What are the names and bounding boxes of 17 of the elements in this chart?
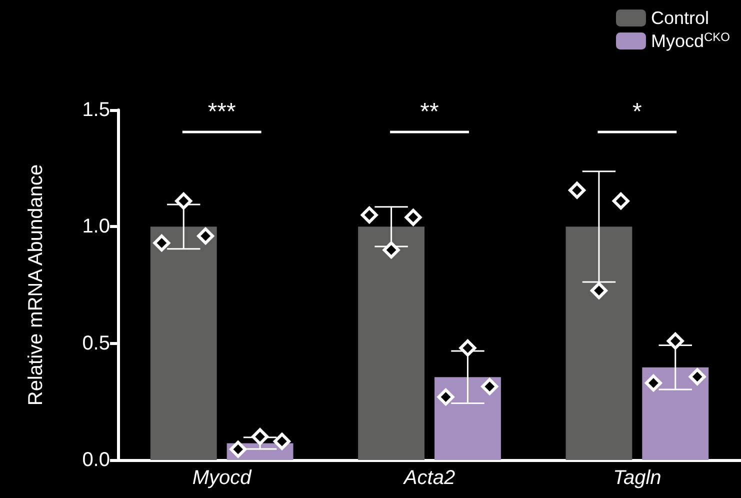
bar (642, 367, 709, 460)
y-tick-label: 0.0 (82, 449, 110, 471)
y-axis-title: Relative mRNA Abundance (25, 164, 47, 406)
bar (566, 226, 632, 460)
annotation: ** (420, 98, 439, 126)
legend-label: Control (650, 8, 710, 28)
y-tick-label: 1.5 (82, 99, 110, 121)
annotation: * (632, 98, 642, 126)
y-tick-label: 0.5 (82, 332, 110, 354)
annotation: *** (208, 98, 236, 126)
x-tick-label: Myocd (192, 467, 252, 489)
y-tick-label: 1.0 (82, 216, 110, 238)
bar (434, 377, 501, 460)
x-tick-label: Tagln (613, 467, 662, 489)
bar (358, 226, 425, 460)
bar (150, 226, 217, 460)
x-tick-label: Acta2 (402, 467, 456, 489)
